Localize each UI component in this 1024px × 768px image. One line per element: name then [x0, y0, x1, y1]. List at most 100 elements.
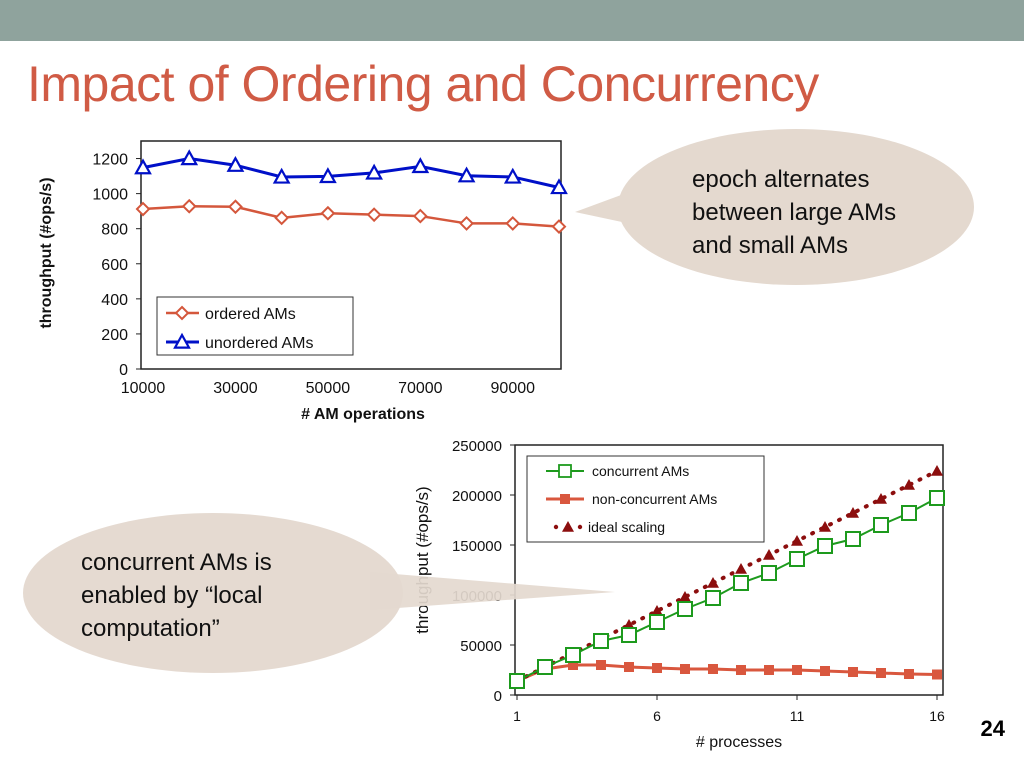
- chart2-non-concurrent-point: [876, 668, 886, 678]
- chart2-ideal-point: [791, 535, 803, 546]
- chart1-y-tick-label: 1200: [92, 152, 128, 169]
- chart2-concurrent-point: [761, 565, 777, 581]
- chart1-y-tick-label: 400: [101, 292, 128, 309]
- chart2-y-tick-label: 50000: [460, 638, 502, 655]
- chart1-ordered-point: [181, 198, 197, 214]
- chart2-legend-marker: [560, 494, 570, 504]
- callout-bottom-line: concurrent AMs is: [81, 549, 272, 576]
- chart1-x-tick-label: 90000: [491, 380, 536, 397]
- chart2-x-tick-label: 16: [929, 708, 945, 724]
- chart1: 0 200 400 600 800 1000 1200 10000 30000 50000 7000…: [38, 149, 568, 423]
- chart2-legend-dot: [577, 524, 583, 530]
- chart2-legend-label: non-concurrent AMs: [592, 491, 717, 507]
- callout-bottom-text: concurrent AMs is enabled by “local comp…: [81, 546, 272, 645]
- chart2-concurrent-point: [901, 505, 917, 521]
- chart1-y-tick-label: 1000: [92, 187, 128, 204]
- chart2-non-concurrent-point: [652, 663, 662, 673]
- chart2-non-concurrent-point: [848, 667, 858, 677]
- chart2-x-tick-label: 6: [653, 708, 661, 724]
- chart2-concurrent-point: [733, 575, 749, 591]
- chart2-legend-marker: [562, 521, 574, 532]
- chart1-series-line: [142, 157, 560, 189]
- chart2-legend-label: ideal scaling: [588, 519, 665, 535]
- chart1-unordered-point: [272, 167, 291, 184]
- chart1-unordered-point: [457, 166, 476, 183]
- chart1-y-tick-label: 800: [101, 222, 128, 239]
- chart1-y-tick-label: 0: [119, 362, 128, 379]
- chart2-non-concurrent-point: [596, 660, 606, 670]
- chart2-x-axis-title: # processes: [696, 734, 782, 751]
- chart1-ordered-point: [551, 219, 567, 235]
- chart2-legend-marker: [558, 464, 572, 478]
- chart2-legend-dot: [553, 524, 559, 530]
- callout-top: [575, 129, 974, 285]
- chart2-concurrent-point: [929, 490, 945, 506]
- chart2-ideal-point: [735, 563, 747, 574]
- chart2-non-concurrent-point: [568, 660, 578, 670]
- callout-bottom: [23, 513, 615, 673]
- chart2-non-concurrent-point: [708, 664, 718, 674]
- chart2-concurrent-point: [789, 551, 805, 567]
- chart1-ordered-point: [228, 199, 243, 215]
- chart2-concurrent-point: [705, 590, 721, 606]
- chart2-y-axis-title: throughput (#ops/s): [413, 486, 432, 633]
- callout-top-pointer: [575, 188, 650, 228]
- page-number: 24: [980, 716, 1005, 741]
- chart2-concurrent-line: [516, 497, 938, 682]
- chart2-y-tick-label: 250000: [452, 438, 502, 455]
- chart2-non-concurrent-point: [904, 669, 914, 679]
- chart2-ideal-point: [707, 577, 719, 588]
- chart2-ideal-point: [931, 465, 943, 476]
- chart1-y-tick-label: 200: [101, 327, 128, 344]
- chart2-non-concurrent-point: [736, 665, 746, 675]
- chart1-unordered-point: [134, 158, 152, 175]
- chart2-ideal-point: [847, 507, 859, 518]
- chart1-ordered-point: [320, 205, 336, 221]
- chart2-x-tick-label: 1: [513, 708, 521, 724]
- chart2-ideal-point: [819, 521, 831, 532]
- chart1-unordered-point: [411, 157, 430, 174]
- chart2-ideal-point: [679, 591, 691, 602]
- chart2-non-concurrent-point: [792, 665, 802, 675]
- callout-bottom-line: enabled by “local: [81, 582, 263, 609]
- chart1-legend-marker: [174, 305, 190, 321]
- chart1-x-tick-label: 30000: [213, 380, 258, 397]
- chart1-unordered-point: [365, 163, 383, 180]
- chart1-unordered-point: [180, 149, 199, 166]
- chart2-x-tick-label: 11: [790, 708, 805, 724]
- chart1-unordered-point: [226, 155, 245, 172]
- chart2-y-tick-label: 0: [494, 688, 502, 705]
- chart1-unordered-point: [319, 167, 337, 184]
- chart1-x-tick-label: 10000: [121, 380, 166, 397]
- chart1-legend-marker: [173, 332, 191, 349]
- chart1-x-axis-title: # AM operations: [301, 406, 425, 423]
- chart1-x-tick-label: 50000: [306, 380, 351, 397]
- chart2-concurrent-point: [565, 647, 581, 663]
- chart1-unordered-point: [550, 178, 568, 195]
- chart1-ordered-point: [412, 208, 428, 224]
- chart2-concurrent-point: [677, 601, 693, 617]
- chart1-ordered-point: [274, 210, 290, 226]
- chart2-ideal-point: [651, 605, 663, 616]
- chart1-y-axis-title: throughput (#ops/s): [38, 177, 55, 328]
- callout-top-line: between large AMs: [692, 199, 897, 226]
- chart1-unordered-point: [503, 167, 522, 184]
- chart2-concurrent-point: [621, 627, 637, 643]
- chart2-concurrent-point: [873, 517, 889, 533]
- chart1-series-line: [142, 204, 560, 228]
- chart2-non-concurrent-point: [680, 664, 690, 674]
- callout-top-line: and small AMs: [692, 232, 849, 259]
- chart2-legend-label: concurrent AMs: [592, 463, 689, 479]
- callout-bottom-bubble: [23, 513, 403, 673]
- chart1-ordered-point: [459, 216, 474, 231]
- chart2-concurrent-point: [593, 633, 609, 649]
- chart1-y-tick-label: 600: [101, 257, 128, 274]
- chart1-x-tick-label: 70000: [398, 380, 443, 397]
- slide-title: Impact of Ordering and Concurrency: [27, 56, 819, 112]
- chart1-legend-label: ordered AMs: [205, 306, 296, 323]
- chart1-legend: [156, 296, 354, 356]
- callout-top-line: epoch alternates: [692, 166, 870, 193]
- chart2-concurrent-point: [509, 673, 525, 689]
- chart1-ordered-point: [366, 207, 382, 223]
